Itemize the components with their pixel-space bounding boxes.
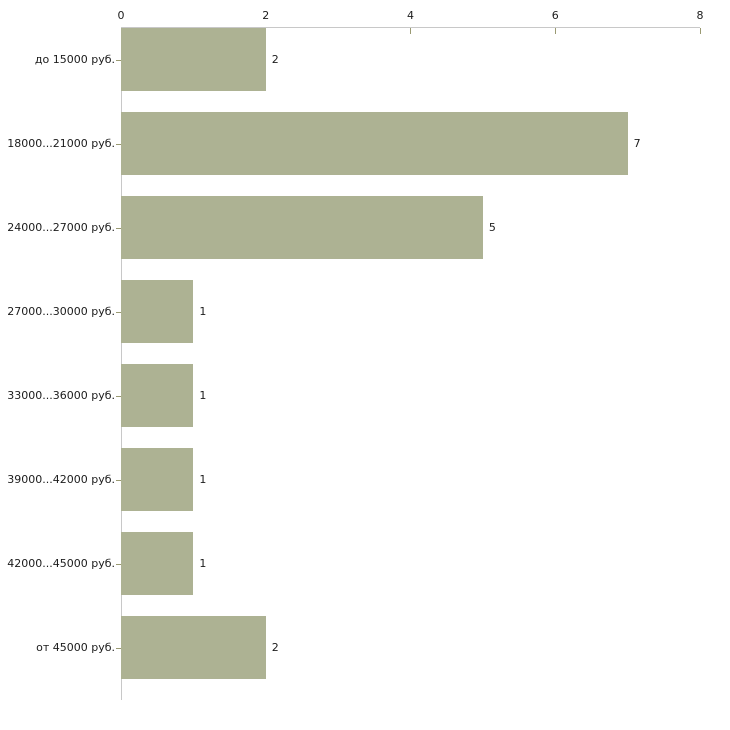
bar: [121, 196, 483, 259]
category-label: 24000...27000 руб.: [7, 220, 115, 234]
bar: [121, 532, 194, 595]
bar-row: 1: [121, 280, 730, 343]
bar: [121, 112, 628, 175]
y-tick-mark: [116, 563, 121, 565]
bar: [121, 364, 194, 427]
x-tick-mark: [554, 28, 556, 34]
bar-row: 1: [121, 532, 730, 595]
bar-value-label: 7: [633, 136, 641, 150]
y-tick-mark: [116, 59, 121, 61]
x-tick-mark: [265, 28, 267, 34]
bar-value-label: 2: [271, 640, 279, 654]
x-axis-line: [121, 27, 700, 28]
y-tick-mark: [116, 479, 121, 481]
category-label: 39000...42000 руб.: [7, 472, 115, 486]
category-label-wrap: от 45000 руб.: [0, 640, 115, 654]
category-label-wrap: 27000...30000 руб.: [0, 304, 115, 318]
y-tick-mark: [116, 647, 121, 649]
x-tick-mark: [410, 28, 411, 34]
y-tick-mark: [116, 311, 121, 313]
x-tick-label: 0: [117, 9, 125, 22]
category-label: 18000...21000 руб.: [7, 136, 115, 150]
bar: [121, 616, 266, 679]
bar-value-label: 5: [488, 220, 496, 234]
category-label-wrap: 39000...42000 руб.: [0, 472, 115, 486]
bar: [121, 28, 266, 91]
y-tick-mark: [116, 143, 121, 145]
bar-row: 5: [121, 196, 730, 259]
category-label: 42000...45000 руб.: [7, 556, 115, 570]
bar-value-label: 1: [199, 556, 207, 570]
category-label: до 15000 руб.: [34, 52, 115, 66]
bar-row: 2: [121, 28, 730, 91]
category-label-wrap: 42000...45000 руб.: [0, 556, 115, 570]
x-tick-label: 6: [551, 9, 559, 22]
bar-value-label: 1: [199, 388, 207, 402]
y-tick-mark: [116, 395, 121, 397]
x-tick-label: 8: [696, 9, 704, 22]
x-tick-label: 4: [407, 9, 414, 22]
category-label-wrap: 18000...21000 руб.: [0, 136, 115, 150]
category-label: 27000...30000 руб.: [7, 304, 115, 318]
category-label-wrap: до 15000 руб.: [0, 52, 115, 66]
bar: [121, 280, 194, 343]
bar: [121, 448, 194, 511]
y-tick-mark: [116, 227, 121, 229]
bar-row: 2: [121, 616, 730, 679]
bar-value-label: 1: [199, 472, 207, 486]
bar-row: 1: [121, 364, 730, 427]
category-label-wrap: 24000...27000 руб.: [0, 220, 115, 234]
bar-value-label: 1: [199, 304, 207, 318]
category-label: от 45000 руб.: [36, 640, 115, 654]
bar-row: 7: [121, 112, 730, 175]
x-tick-mark: [699, 28, 701, 34]
bar-value-label: 2: [271, 52, 279, 66]
x-tick-label: 2: [262, 9, 270, 22]
category-label: 33000...36000 руб.: [7, 388, 115, 402]
category-label-wrap: 33000...36000 руб.: [0, 388, 115, 402]
bar-row: 1: [121, 448, 730, 511]
